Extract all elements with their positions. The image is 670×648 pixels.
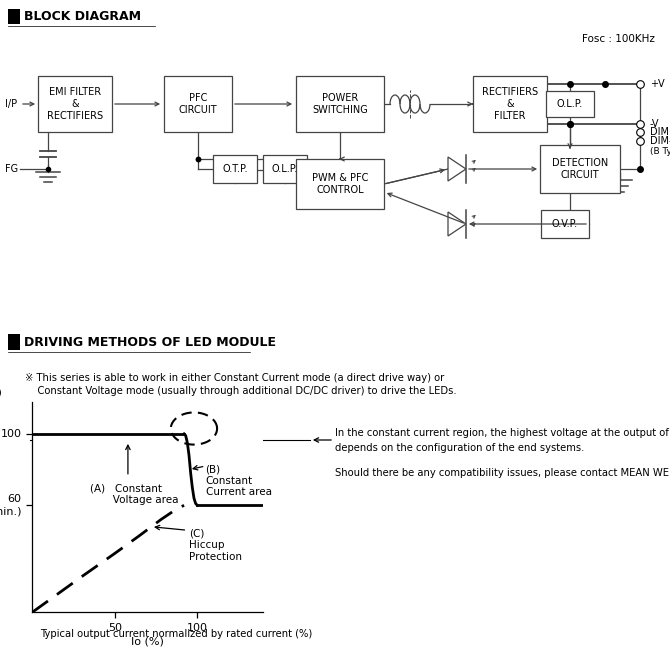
Text: PFC
CIRCUIT: PFC CIRCUIT	[179, 93, 217, 115]
Bar	[8, 334, 20, 350]
Text: POWER
SWITCHING: POWER SWITCHING	[312, 93, 368, 115]
X-axis label: Io (%): Io (%)	[131, 637, 164, 647]
Text: Fosc : 100KHz: Fosc : 100KHz	[582, 34, 655, 44]
Text: (B Type): (B Type)	[650, 148, 670, 157]
Text: In the constant current region, the highest voltage at the output of the driver: In the constant current region, the high…	[335, 428, 670, 438]
Polygon shape	[448, 157, 466, 181]
Text: Should there be any compatibility issues, please contact MEAN WELL.: Should there be any compatibility issues…	[335, 468, 670, 478]
Bar	[473, 76, 547, 132]
Bar	[540, 145, 620, 193]
Text: RECTIFIERS
&
FILTER: RECTIFIERS & FILTER	[482, 87, 538, 121]
Text: DIM+: DIM+	[650, 127, 670, 137]
Bar	[263, 155, 307, 183]
Text: O.T.P.: O.T.P.	[222, 164, 248, 174]
Text: +V: +V	[650, 79, 665, 89]
Bar	[8, 9, 20, 24]
Text: PWM & PFC
CONTROL: PWM & PFC CONTROL	[312, 173, 368, 195]
Text: Constant Voltage mode (usually through additional DC/DC driver) to drive the LED: Constant Voltage mode (usually through a…	[25, 386, 457, 396]
Text: FG: FG	[5, 164, 18, 174]
Text: DIM-: DIM-	[650, 136, 670, 146]
Text: DRIVING METHODS OF LED MODULE: DRIVING METHODS OF LED MODULE	[24, 336, 276, 349]
Text: ※ This series is able to work in either Constant Current mode (a direct drive wa: ※ This series is able to work in either …	[25, 373, 444, 383]
Bar	[38, 76, 112, 132]
Bar	[546, 91, 594, 117]
Text: -V: -V	[650, 119, 659, 129]
Bar	[541, 210, 589, 238]
Text: O.V.P.: O.V.P.	[552, 219, 578, 229]
Text: (B)
Constant
Current area: (B) Constant Current area	[206, 464, 271, 498]
Text: O.L.P.: O.L.P.	[272, 164, 298, 174]
Bar	[296, 76, 384, 132]
Bar	[296, 159, 384, 209]
Text: (C)
Hiccup
Protection: (C) Hiccup Protection	[189, 529, 242, 562]
Text: Typical output current normalized by rated current (%): Typical output current normalized by rat…	[40, 629, 312, 639]
Text: BLOCK DIAGRAM: BLOCK DIAGRAM	[24, 10, 141, 23]
Bar	[164, 76, 232, 132]
Text: DETECTION
CIRCUIT: DETECTION CIRCUIT	[552, 158, 608, 179]
Bar	[213, 155, 257, 183]
Text: O.L.P.: O.L.P.	[557, 99, 583, 109]
Text: (A)   Constant
       Voltage area: (A) Constant Voltage area	[90, 484, 178, 505]
Text: depends on the configuration of the end systems.: depends on the configuration of the end …	[335, 443, 584, 453]
Polygon shape	[448, 212, 466, 236]
Text: I/P: I/P	[5, 99, 17, 109]
Y-axis label: Vo(%): Vo(%)	[0, 388, 3, 397]
Text: EMI FILTER
&
RECTIFIERS: EMI FILTER & RECTIFIERS	[47, 87, 103, 121]
